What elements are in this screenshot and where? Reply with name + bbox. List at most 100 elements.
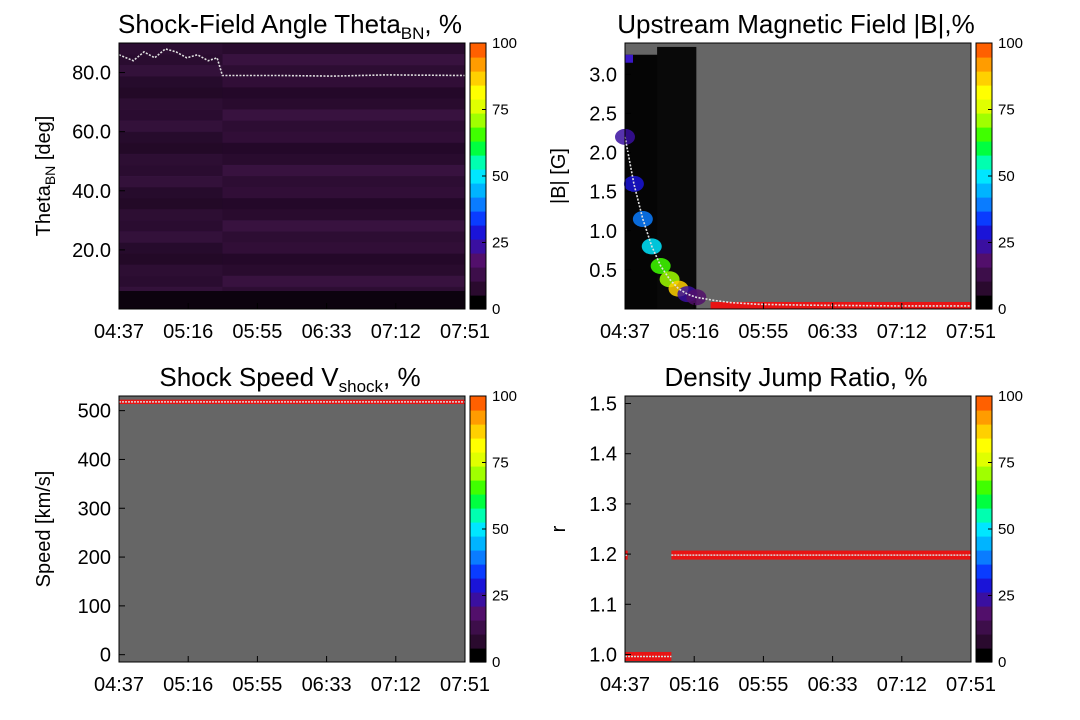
colorbar-swatch (976, 99, 992, 114)
colorbar-swatch (470, 43, 486, 58)
heat-cell (119, 109, 223, 122)
colorbar-tick-label: 25 (492, 588, 509, 605)
colorbar-tick-label: 75 (492, 102, 509, 119)
colorbar-tick-label: 100 (998, 35, 1023, 52)
colorbar-swatch (976, 267, 992, 282)
x-tick-label: 06:33 (808, 674, 858, 696)
colorbar-swatch (976, 452, 992, 467)
colorbar: 0 25 50 75 100 (975, 388, 1023, 671)
colorbar-swatch (470, 197, 486, 212)
heat-cell (222, 43, 465, 55)
colorbar-swatch (976, 113, 992, 128)
y-tick-label: 400 (78, 449, 111, 471)
y-tick-label: 1.3 (589, 494, 617, 516)
colorbar-swatch (470, 57, 486, 72)
heat-cell (119, 54, 223, 66)
colorbar-swatch (976, 508, 992, 523)
y-tick-label: 1.5 (589, 394, 617, 416)
x-tick-label: 07:12 (877, 674, 927, 696)
colorbar-swatch (470, 536, 486, 551)
plot-frame (118, 395, 466, 663)
heat-cell (625, 54, 633, 63)
heat-cell (119, 275, 223, 288)
colorbar-swatch (470, 592, 486, 607)
colorbar-swatch (976, 522, 992, 537)
x-tick-label: 05:16 (669, 674, 719, 696)
colorbar-swatch (470, 550, 486, 565)
colorbar-swatch (470, 253, 486, 268)
x-tick-label: 07:51 (946, 674, 996, 696)
heat-cell (222, 65, 465, 77)
x-tick-label: 07:12 (371, 321, 421, 343)
colorbar-swatch (470, 648, 486, 663)
colorbar-swatch (976, 71, 992, 86)
chart-title: Upstream Magnetic Field |B|,% (617, 9, 974, 39)
colorbar-swatch (470, 522, 486, 537)
colorbar-swatch (976, 43, 992, 58)
colorbar-swatch (976, 183, 992, 198)
colorbar-tick-label: 100 (492, 35, 517, 52)
x-tick-label: 05:55 (232, 674, 282, 696)
y-tick-label: 2.5 (589, 103, 617, 125)
colorbar-swatch (976, 141, 992, 156)
heat-cell (222, 109, 465, 122)
colorbar-swatch (976, 494, 992, 509)
heat-cell (623, 175, 644, 192)
heat-band (710, 301, 971, 309)
colorbar-swatch (470, 466, 486, 481)
colorbar-swatch (976, 211, 992, 226)
heat-cell (119, 264, 223, 277)
y-tick-label: 500 (78, 401, 111, 423)
plot-background (119, 396, 465, 662)
colorbar-swatch (976, 536, 992, 551)
colorbar-swatch (470, 85, 486, 100)
heat-cell (222, 98, 465, 110)
heat-cell (119, 120, 223, 133)
chart-title: Shock-Field Angle ThetaBN, % (118, 9, 462, 43)
median-line (118, 48, 466, 77)
heat-cell (119, 131, 223, 144)
colorbar-swatch (470, 452, 486, 467)
colorbar-swatch (470, 267, 486, 282)
x-tick-label: 06:33 (302, 321, 352, 343)
heat-cell (119, 231, 223, 243)
heat-cell (222, 242, 465, 255)
colorbar-tick-label: 50 (492, 521, 509, 538)
y-tick-label: 0 (100, 645, 111, 667)
colorbar-swatch (470, 295, 486, 310)
y-axis-label: Speed [km/s] (33, 471, 55, 588)
colorbar: 0 25 50 75 100 (975, 35, 1023, 318)
colorbar-swatch (976, 620, 992, 635)
colorbar-swatch (470, 169, 486, 184)
x-tick-label: 04:37 (94, 321, 144, 343)
plot-frame (624, 42, 972, 310)
y-tick-label: 20.0 (72, 240, 111, 262)
colorbar-swatch (470, 113, 486, 128)
y-tick-label: 3.0 (589, 64, 617, 86)
colorbar-swatch (976, 606, 992, 621)
colorbar-swatch (470, 578, 486, 593)
colorbar-swatch (470, 396, 486, 411)
heat-cell (119, 87, 223, 99)
heat-cell (119, 65, 223, 77)
colorbar-swatch (976, 438, 992, 453)
colorbar-swatch (976, 239, 992, 254)
y-tick-label: 300 (78, 498, 111, 520)
heat-cell (119, 253, 223, 266)
y-tick-label: 1.1 (589, 594, 617, 616)
colorbar-swatch (976, 424, 992, 439)
x-tick-label: 06:33 (808, 321, 858, 343)
colorbar-swatch (976, 197, 992, 212)
x-tick-label: 05:55 (232, 321, 282, 343)
plot-frame (118, 42, 466, 310)
x-tick-label: 07:51 (440, 674, 490, 696)
heat-cell (119, 43, 223, 55)
y-tick-label: 1.0 (589, 221, 617, 243)
heat-cell (222, 120, 465, 133)
heat-cell (222, 231, 465, 243)
heat-cell (222, 176, 465, 188)
y-tick-label: 1.0 (589, 644, 617, 666)
colorbar-swatch (470, 634, 486, 649)
